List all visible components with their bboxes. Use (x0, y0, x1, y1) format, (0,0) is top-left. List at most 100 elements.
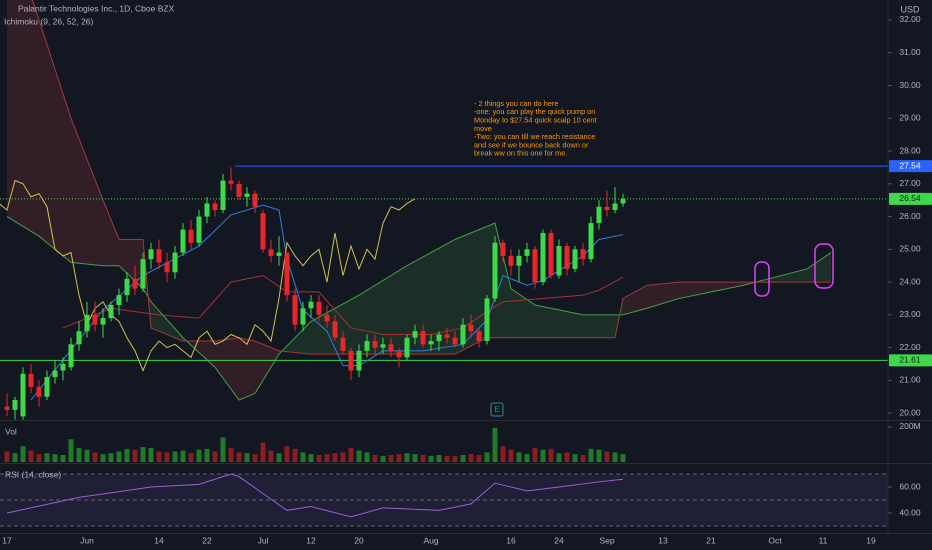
candle-body (404, 337, 410, 358)
volume-bar (532, 447, 538, 462)
volume-bar (492, 427, 498, 462)
candle-body (244, 193, 250, 197)
volume-bar (188, 453, 194, 462)
candle-body (60, 363, 66, 371)
volume-bar (44, 453, 50, 462)
candle-body (164, 262, 170, 273)
volume-bar (324, 454, 330, 462)
volume-bar (396, 454, 402, 462)
candle-body (364, 341, 370, 351)
cloud-segment (119, 239, 143, 289)
x-tick-label: 22 (202, 535, 212, 545)
volume-bar (244, 453, 250, 462)
cloud-segment (71, 118, 103, 266)
volume-bar (108, 453, 114, 462)
volume-bar (228, 447, 234, 462)
x-tick-label: 16 (506, 535, 516, 545)
candle-body (388, 344, 394, 351)
volume-bar (172, 451, 178, 462)
y-tick-label: 30.00 (899, 80, 921, 90)
volume-bar (476, 454, 482, 462)
earnings-icon[interactable] (490, 402, 504, 417)
volume-bar (316, 454, 322, 462)
candle-body (396, 350, 402, 358)
volume-bar (204, 448, 210, 462)
volume-bar (52, 454, 58, 462)
drawn-highlight (814, 243, 834, 289)
volume-bar (164, 452, 170, 462)
cloud-segment (407, 239, 455, 355)
volume-bar (140, 447, 146, 462)
level-label: 21.61 (899, 355, 921, 365)
candle-body (180, 229, 186, 253)
level-label: 27.54 (899, 160, 921, 170)
cloud-segment (583, 314, 615, 338)
candle-body (532, 249, 538, 283)
volume-bar (548, 448, 554, 462)
volume-bar (620, 454, 626, 462)
cloud-segment (535, 305, 583, 338)
candle-body (444, 334, 450, 338)
candle-body (564, 246, 570, 269)
earnings-letter[interactable]: E (494, 405, 499, 414)
volume-bar (292, 448, 298, 462)
volume-bar (332, 453, 338, 462)
candle-body (516, 255, 522, 266)
y-tick-label: 32.00 (899, 14, 921, 24)
candle-body (588, 223, 594, 260)
x-tick-label: 14 (154, 535, 164, 545)
candle-body (228, 180, 234, 184)
candle-body (548, 232, 554, 276)
volume-bar (116, 451, 122, 462)
volume-bar (356, 450, 362, 462)
candle-body (92, 314, 98, 325)
cloud-segment (647, 282, 679, 309)
candle-body (220, 180, 226, 210)
volume-bar (268, 450, 274, 462)
candle-body (316, 301, 322, 315)
y-tick-label: 22.00 (899, 342, 921, 352)
x-tick-label: 13 (658, 535, 668, 545)
volume-bar (300, 452, 306, 462)
volume-pane (4, 427, 626, 462)
x-tick-label: 24 (554, 535, 564, 545)
candle-body (68, 344, 74, 368)
candle-body (604, 206, 610, 210)
candle-body (36, 386, 42, 397)
candle-body (412, 331, 418, 338)
volume-bar (388, 454, 394, 462)
candle-body (28, 373, 34, 387)
candle-body (20, 373, 26, 417)
cloud-segment (39, 19, 71, 263)
cloud-segment (679, 282, 743, 299)
volume-bar (100, 454, 106, 462)
volume-bar (436, 454, 442, 462)
candle-body (436, 334, 442, 342)
cloud-segment (623, 285, 647, 315)
volume-bar (212, 451, 218, 462)
kijun-line (62, 274, 624, 335)
candle-body (100, 318, 106, 325)
annotation-line: -one: you can play the quick pump on (474, 107, 595, 116)
candle-body (556, 246, 562, 276)
volume-bar (132, 449, 138, 462)
volume-bar (156, 451, 162, 462)
x-tick-label: 17 (2, 535, 12, 545)
candle-body (172, 252, 178, 273)
y-tick-label: 20.00 (899, 407, 921, 417)
volume-bar (612, 452, 618, 462)
cloud-segment (807, 252, 831, 283)
volume-bar (428, 455, 434, 462)
x-tick-label: Jun (80, 535, 94, 545)
candle-body (340, 337, 346, 351)
volume-bar (84, 449, 90, 462)
volume-bar (340, 452, 346, 462)
candle-body (116, 295, 122, 306)
volume-bar (348, 447, 354, 462)
volume-bar (4, 451, 10, 462)
candle-body (612, 203, 618, 210)
volume-bar (604, 451, 610, 462)
volume-bar (572, 454, 578, 462)
